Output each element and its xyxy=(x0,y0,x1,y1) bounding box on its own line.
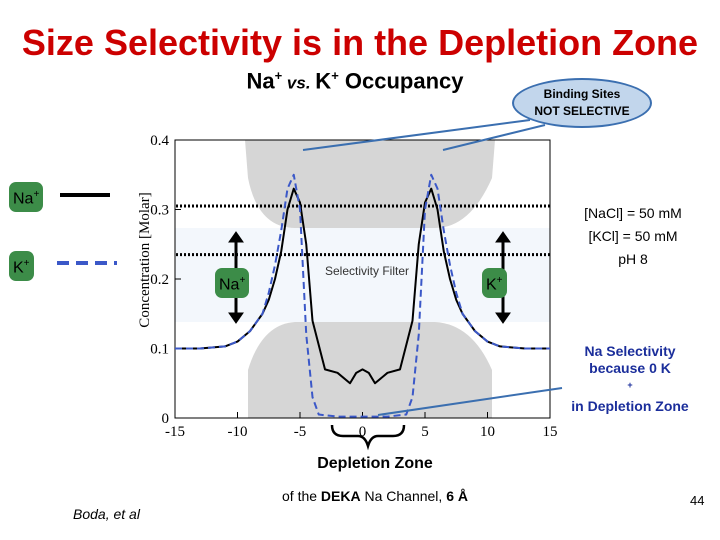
axis-ticks: -15 -10 -5 0 5 10 15 0 0.1 0.2 0.3 0.4 xyxy=(150,133,557,440)
arrow-label-k: K+ xyxy=(482,268,507,299)
deka-channel-caption: of the DEKA Na Channel, 6 Å xyxy=(282,488,468,504)
y-tick-label: 0.1 xyxy=(150,342,169,358)
series-line-na xyxy=(175,187,550,385)
page-number: 44 xyxy=(690,493,705,508)
callout-pointer-1 xyxy=(302,119,531,151)
x-tick-label: 10 xyxy=(480,424,495,440)
channel-wall-bottom xyxy=(248,322,492,418)
na-selectivity-pointer xyxy=(377,387,563,416)
callout-pointer-2 xyxy=(442,124,546,151)
y-tick-label: 0 xyxy=(162,411,170,427)
binding-sites-callout: Binding Sites NOT SELECTIVE xyxy=(512,78,652,128)
series-layer xyxy=(175,173,550,418)
legend-badge-na: Na+ xyxy=(9,182,44,213)
x-tick-label: 15 xyxy=(543,424,558,440)
y-tick-label: 0.2 xyxy=(150,272,169,288)
author-credit: Boda, et al xyxy=(73,506,140,522)
x-tick-label: -5 xyxy=(294,424,307,440)
x-tick-label: 0 xyxy=(359,424,367,440)
series-line-k xyxy=(175,173,550,418)
y-tick-label: 0.3 xyxy=(150,203,169,219)
arrow-label-na: Na+ xyxy=(215,268,250,299)
selectivity-filter-label: Selectivity Filter xyxy=(325,264,409,278)
chart-subtitle: Na+ vs. K+ Occupancy xyxy=(246,68,464,94)
slide-title: Size Selectivity is in the Depletion Zon… xyxy=(21,22,699,63)
depletion-zone-label: Depletion Zone xyxy=(317,455,433,472)
depletion-zone-brace xyxy=(330,424,406,451)
channel-wall-top xyxy=(245,140,495,228)
x-tick-label: 5 xyxy=(421,424,429,440)
x-tick-label: -10 xyxy=(228,424,248,440)
y-axis-label: Concentration [Molar] xyxy=(137,192,153,327)
conditions-text: [NaCl] = 50 mM [KCl] = 50 mM pH 8 xyxy=(584,205,682,267)
na-selectivity-note: Na Selectivity because 0 K + in Depletion… xyxy=(571,343,689,414)
legend-badge-k: K+ xyxy=(9,251,34,282)
x-tick-label: -15 xyxy=(165,424,185,440)
y-tick-label: 0.4 xyxy=(150,133,169,149)
